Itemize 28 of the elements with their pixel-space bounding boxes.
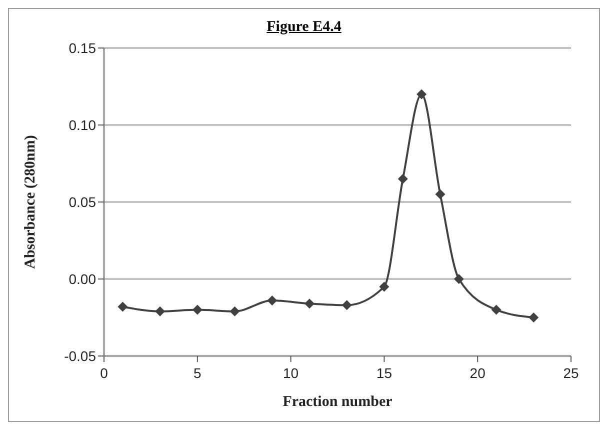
y-axis-title: Absorbance (280nm) [22, 135, 38, 269]
point [398, 174, 408, 184]
point [454, 274, 464, 284]
y-tick-label: 0.05 [68, 194, 96, 210]
x-tick-label: 10 [283, 365, 299, 381]
point [342, 300, 352, 310]
x-tick-label: 25 [563, 365, 579, 381]
y-tick-label: -0.05 [64, 348, 96, 364]
point [416, 89, 427, 100]
x-tick-label: 15 [376, 365, 392, 381]
x-tick-label: 20 [470, 365, 486, 381]
point [155, 306, 166, 316]
point [118, 302, 128, 312]
point [230, 306, 240, 316]
point [304, 298, 314, 309]
x-axis-title: Fraction number [282, 394, 393, 410]
x-tick-label: 5 [194, 365, 202, 381]
point [267, 296, 278, 306]
x-tick-label: 0 [100, 365, 108, 381]
point [528, 312, 539, 322]
y-tick-label: 0.00 [68, 270, 96, 287]
y-tick-label: 0.10 [68, 116, 96, 133]
y-tick-label: 0.15 [68, 40, 96, 56]
chart-title: Figure E4.4 [266, 19, 342, 36]
point [491, 304, 502, 315]
point [192, 304, 202, 315]
point [379, 282, 390, 292]
point [435, 189, 446, 200]
